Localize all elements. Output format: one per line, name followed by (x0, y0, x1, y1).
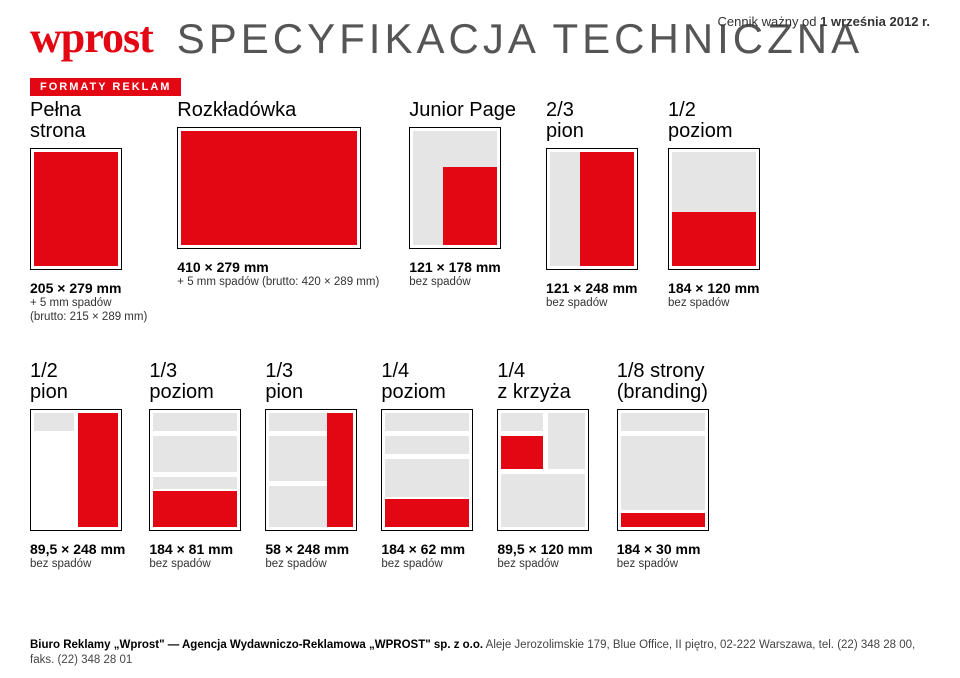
page-bg (153, 477, 237, 489)
format-thumb (617, 409, 709, 531)
format-sub: bez spadów (497, 557, 558, 571)
ad-area (327, 413, 353, 527)
page-bg (501, 413, 543, 431)
ad-area (181, 131, 357, 245)
page-bg (501, 474, 585, 527)
format-1-4-horizontal: 1/4 poziom 184 × 62 mm bez spadów (381, 361, 473, 571)
format-dims: 184 × 120 mm (668, 280, 759, 296)
format-thumb (381, 409, 473, 531)
page-bg (621, 436, 705, 510)
format-label: Junior Page (409, 100, 516, 121)
ad-area (153, 491, 237, 527)
format-sub: bez spadów (546, 296, 607, 310)
page-bg (548, 413, 585, 469)
formats-row-2: 1/2 pion 89,5 × 248 mm bez spadów 1/3 po… (30, 361, 930, 571)
format-dims: 205 × 279 mm (30, 280, 121, 296)
format-label: 1/4 poziom (381, 361, 445, 403)
format-label: 2/3 pion (546, 100, 584, 142)
page-bg (621, 413, 705, 431)
format-label: 1/4 z krzyża (497, 361, 570, 403)
ad-area (443, 167, 497, 245)
format-1-8-branding: 1/8 strony (branding) 184 × 30 mm bez sp… (617, 361, 709, 571)
format-sub: bez spadów (149, 557, 210, 571)
format-dims: 89,5 × 248 mm (30, 541, 125, 557)
brand-logo: wprost (30, 18, 153, 58)
format-thumb (149, 409, 241, 531)
format-1-3-horizontal: 1/3 poziom 184 × 81 mm bez spadów (149, 361, 241, 571)
format-sub: + 5 mm spadów (brutto: 420 × 289 mm) (177, 275, 379, 289)
format-dims: 184 × 81 mm (149, 541, 233, 557)
format-sub: + 5 mm spadów (30, 296, 112, 310)
format-thumb (30, 148, 122, 270)
format-label: 1/2 poziom (668, 100, 732, 142)
format-full-page: Pełna strona 205 × 279 mm + 5 mm spadów … (30, 100, 147, 325)
formats-row-1: Pełna strona 205 × 279 mm + 5 mm spadów … (30, 100, 930, 325)
format-sub: bez spadów (617, 557, 678, 571)
format-thumb (177, 127, 361, 249)
ad-area (78, 413, 118, 527)
format-thumb (497, 409, 589, 531)
format-label: 1/2 pion (30, 361, 68, 403)
format-dims: 58 × 248 mm (265, 541, 349, 557)
format-sub: bez spadów (668, 296, 729, 310)
page-bg (385, 459, 469, 497)
format-thumb (265, 409, 357, 531)
format-dims: 89,5 × 120 mm (497, 541, 592, 557)
format-dims: 184 × 30 mm (617, 541, 701, 557)
section-label: FORMATY REKLAM (30, 78, 181, 96)
page-bg (269, 486, 327, 527)
page-bg (269, 413, 327, 431)
page-bg (34, 413, 74, 431)
page-bg (269, 436, 327, 481)
format-dims: 184 × 62 mm (381, 541, 465, 557)
format-dims: 410 × 279 mm (177, 259, 268, 275)
format-1-3-vertical: 1/3 pion 58 × 248 mm bez spadów (265, 361, 357, 571)
format-junior-page: Junior Page 121 × 178 mm bez spadów (409, 100, 516, 289)
format-sub: (brutto: 215 × 289 mm) (30, 310, 147, 324)
ad-area (501, 436, 543, 469)
format-1-2-horizontal: 1/2 poziom 184 × 120 mm bez spadów (668, 100, 760, 310)
format-sub: bez spadów (409, 275, 470, 289)
format-thumb (668, 148, 760, 270)
format-sub: bez spadów (381, 557, 442, 571)
valid-from: Cennik ważny od 1 września 2012 r. (718, 14, 930, 29)
format-spread: Rozkładówka 410 × 279 mm + 5 mm spadów (… (177, 100, 379, 289)
format-dims: 121 × 248 mm (546, 280, 637, 296)
format-1-4-cross: 1/4 z krzyża 89,5 × 120 mm bez spadów (497, 361, 592, 571)
format-thumb (546, 148, 638, 270)
page-bg (385, 436, 469, 454)
format-label: 1/3 poziom (149, 361, 213, 403)
format-1-2-vertical: 1/2 pion 89,5 × 248 mm bez spadów (30, 361, 125, 571)
format-sub: bez spadów (30, 557, 91, 571)
format-thumb (409, 127, 501, 249)
ad-area (621, 513, 705, 527)
format-2-3-vertical: 2/3 pion 121 × 248 mm bez spadów (546, 100, 638, 310)
format-label: 1/3 pion (265, 361, 303, 403)
format-dims: 121 × 178 mm (409, 259, 500, 275)
ad-area (672, 212, 756, 266)
page-bg (385, 413, 469, 431)
footer: Biuro Reklamy „Wprost" — Agencja Wydawni… (30, 638, 930, 668)
format-label: 1/8 strony (branding) (617, 361, 708, 403)
valid-from-date: 1 września 2012 r. (820, 14, 930, 29)
page-bg (153, 413, 237, 431)
valid-from-prefix: Cennik ważny od (718, 14, 821, 29)
ad-area (580, 152, 634, 266)
ad-area (385, 499, 469, 527)
format-label: Rozkładówka (177, 100, 296, 121)
footer-company: Biuro Reklamy „Wprost" — Agencja Wydawni… (30, 639, 483, 651)
ad-area (34, 152, 118, 266)
format-sub: bez spadów (265, 557, 326, 571)
format-thumb (30, 409, 122, 531)
page-bg (153, 436, 237, 472)
format-label: Pełna strona (30, 100, 86, 142)
